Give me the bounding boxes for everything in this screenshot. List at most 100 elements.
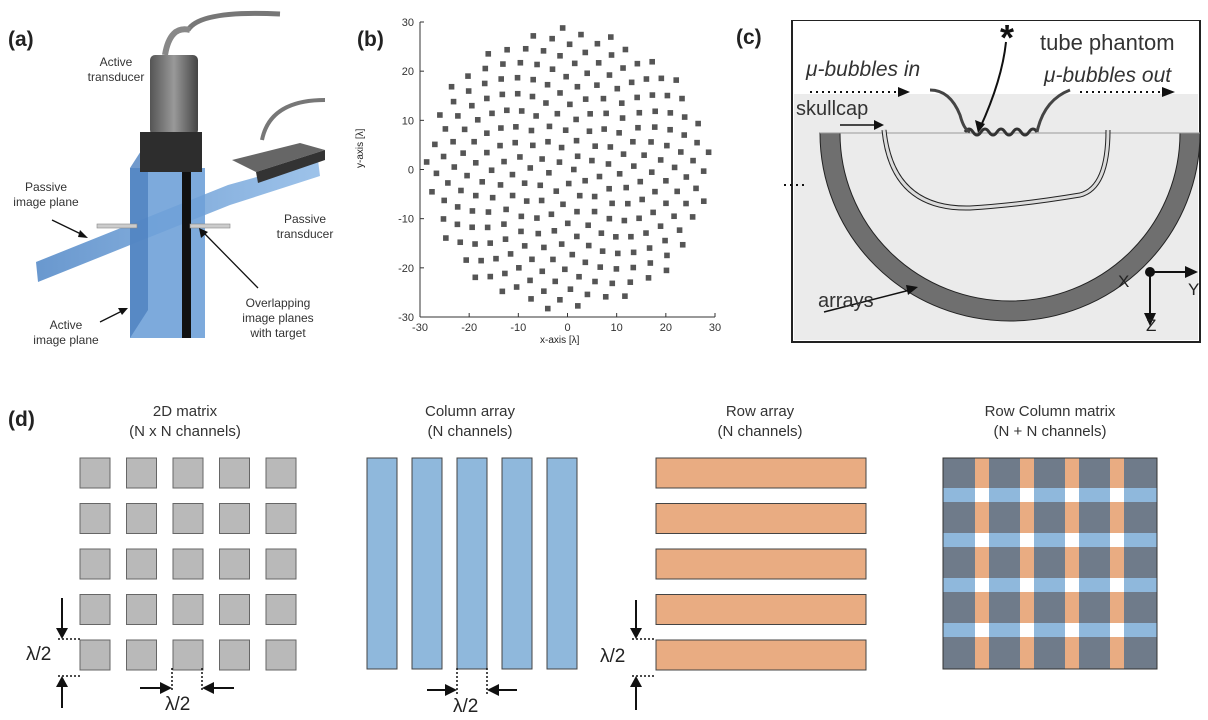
array-element-point [501, 158, 507, 165]
array-element-point [454, 221, 461, 228]
array-element-point [621, 217, 628, 224]
rc-column-strip [1020, 458, 1034, 669]
array-element-point [455, 113, 461, 119]
panel-b-tag: (b) [357, 28, 384, 51]
array-element-point [478, 257, 484, 264]
array-element-point [620, 151, 627, 157]
matrix-element [79, 548, 111, 580]
y-tick-label: -10 [398, 214, 414, 226]
array-element-point [521, 243, 528, 249]
array-element-point [454, 204, 461, 210]
column-pitch-label: λ/2 [453, 696, 479, 717]
array-element-point [658, 75, 665, 82]
array-element-point [500, 61, 506, 67]
array-element-point [700, 198, 707, 204]
array-element-point [498, 76, 504, 82]
array-element-point [603, 110, 609, 117]
axis-z-label: Z [1146, 316, 1157, 335]
array-element-point [634, 94, 640, 101]
passive-transducer-label: Passive transducer [276, 212, 334, 241]
axis-y-label: Y [1188, 280, 1200, 299]
array-element-point [463, 257, 470, 263]
rc-intersection [1065, 533, 1079, 547]
array-element-point [509, 171, 516, 178]
array-element-point [484, 149, 490, 156]
array-element-point [582, 96, 589, 102]
array-element-point [442, 126, 449, 132]
array-element-point [643, 230, 649, 236]
array-element-point [503, 206, 509, 213]
array-element-point [616, 171, 623, 177]
array-element-point [641, 152, 647, 158]
array-element-point [484, 130, 490, 136]
rc-intersection [975, 533, 989, 547]
array-element-point [597, 264, 604, 270]
array-element-point [517, 154, 523, 160]
matrix-element [265, 503, 297, 534]
array-element-point [628, 233, 634, 240]
matrix-element [265, 594, 297, 625]
array-element-point [545, 138, 551, 145]
bubbles-out-label: μ-bubbles out [1044, 64, 1172, 87]
array-element-point [567, 101, 573, 108]
matrix-element [172, 639, 204, 671]
rc-row-strip [943, 578, 1157, 592]
matrix-title: 2D matrix (N x N channels) [129, 403, 241, 440]
array-element-point [635, 124, 641, 131]
array-element-point [563, 73, 569, 80]
array-element-point [664, 252, 670, 259]
array-element-point [566, 41, 573, 48]
rc-intersection [1020, 488, 1034, 502]
matrix-element [79, 594, 111, 625]
dimension-markers [56, 598, 656, 710]
array-element-point [530, 142, 536, 149]
rc-column-strip [975, 458, 989, 669]
array-element-point [527, 277, 533, 284]
array-element-point [574, 153, 581, 160]
array-element-point [482, 65, 489, 72]
matrix-element [172, 457, 204, 489]
array-element-point [649, 58, 655, 65]
array-element-point [676, 227, 683, 233]
array-element-point [464, 172, 470, 179]
array-element-point [664, 142, 670, 149]
array-element-point [485, 209, 492, 215]
array-element-point [564, 220, 571, 227]
array-element-point [694, 139, 700, 146]
array-element-point [457, 239, 464, 246]
rc-row-strip [943, 488, 1157, 502]
matrix-vertical-pitch-label: λ/2 [26, 644, 52, 665]
matrix-element [172, 503, 204, 534]
rc-intersection [1110, 578, 1124, 592]
array-element-point [589, 157, 595, 164]
x-tick-label: 20 [660, 322, 672, 334]
array-element-point [574, 83, 581, 90]
array-element-point [608, 34, 614, 40]
matrix-element [126, 548, 157, 580]
matrix-element [79, 457, 111, 489]
column-element [411, 457, 443, 670]
array-element-point [465, 73, 471, 79]
array-element-point [539, 156, 545, 162]
array-element-point [648, 139, 654, 145]
array-element-point [429, 188, 435, 195]
x-tick-label: -20 [461, 322, 477, 334]
array-element-point [558, 241, 565, 247]
rc-intersection [1020, 533, 1034, 547]
array-element-point [573, 137, 580, 144]
array-element-point [432, 141, 438, 148]
array-element-point [507, 251, 514, 257]
y-tick-label: -30 [398, 312, 414, 324]
array-element-point [440, 153, 447, 160]
array-element-point [479, 179, 486, 185]
array-element-point [516, 265, 522, 271]
array-element-point [679, 95, 685, 102]
plot-points [423, 25, 712, 312]
array-element-point [499, 91, 506, 98]
array-element-point [643, 76, 650, 82]
array-element-point [582, 259, 589, 266]
matrix-element [219, 503, 250, 534]
array-element-point [571, 60, 578, 67]
matrix-element [219, 548, 250, 580]
panel-d-tag: (d) [8, 408, 35, 431]
